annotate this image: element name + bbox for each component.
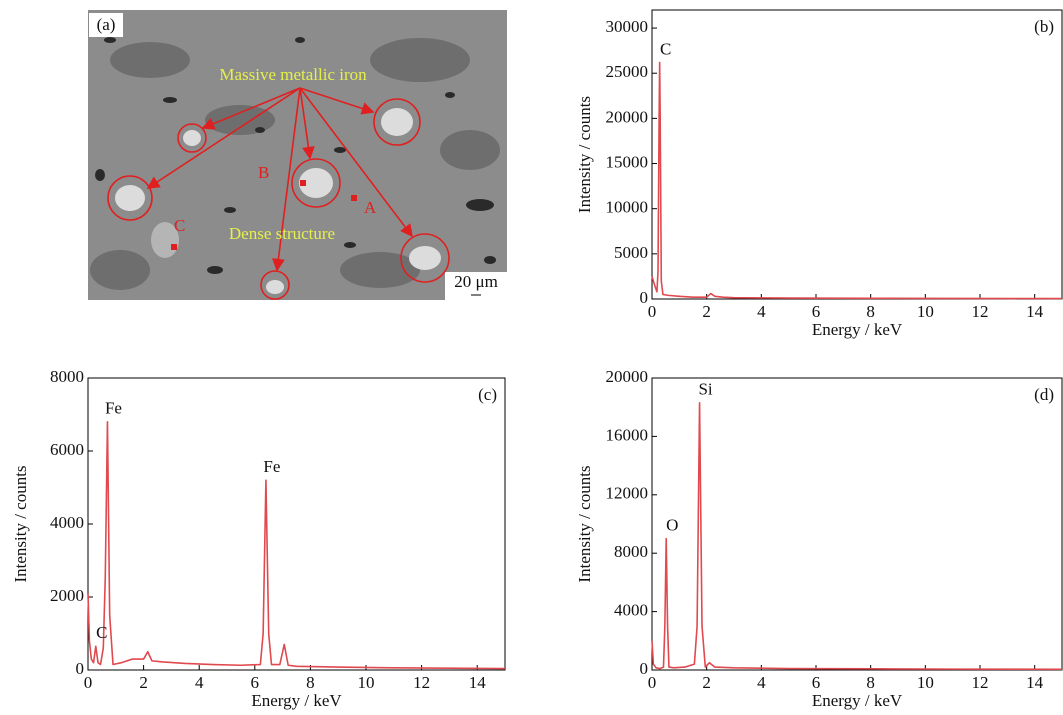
y-tick-label: 25000	[606, 62, 649, 81]
scale-bar-label: 20 μm	[454, 272, 498, 291]
chart: 0 4000 8000 12000 16000 20000 0 2 4 6 8 10 12 14 Energ…	[575, 367, 1063, 710]
peak-label: Fe	[105, 399, 122, 418]
spectrum-line	[651, 402, 1063, 671]
annotation: Massive metallic iron	[219, 65, 367, 84]
point-label: A	[364, 198, 377, 217]
point-label: C	[174, 216, 185, 235]
plot-frame	[651, 377, 1063, 671]
point-label: B	[258, 163, 269, 182]
x-tick-label: 6	[812, 673, 821, 692]
x-tick-label: 10	[917, 302, 934, 321]
spectrum-line	[651, 61, 1063, 300]
chart: 0 2000 4000 6000 8000 0 2 4 6 8 10 12 14 Energy / keV…	[11, 367, 506, 710]
sem-image: (a) Massive metallic iron Dense structur…	[88, 10, 507, 300]
x-tick-label: 6	[251, 673, 260, 692]
annotation: Dense structure	[229, 224, 335, 243]
peak-label: C	[96, 623, 107, 642]
panel-label: (b)	[1034, 17, 1054, 36]
y-tick-label: 8000	[614, 542, 648, 561]
y-tick-label: 4000	[614, 601, 648, 620]
x-tick-label: 4	[757, 302, 766, 321]
x-axis-label: Energy / keV	[812, 320, 903, 339]
x-tick-label: 2	[702, 302, 711, 321]
x-tick-label: 4	[195, 673, 204, 692]
x-tick-label: 0	[648, 302, 657, 321]
y-tick-label: 10000	[606, 198, 649, 217]
plot-frame	[651, 9, 1063, 300]
peak-label: C	[660, 39, 671, 58]
x-tick-label: 14	[1026, 673, 1044, 692]
x-tick-label: 12	[972, 673, 989, 692]
x-tick-label: 4	[757, 673, 766, 692]
y-axis-label: Intensity / counts	[575, 96, 594, 213]
y-tick-label: 16000	[606, 425, 649, 444]
x-tick-label: 10	[917, 673, 934, 692]
panel-label: (c)	[478, 385, 497, 404]
peak-label: O	[666, 516, 678, 535]
peak-label: Si	[698, 380, 712, 399]
x-tick-label: 14	[469, 673, 487, 692]
x-tick-label: 8	[866, 302, 875, 321]
y-axis-label: Intensity / counts	[575, 465, 594, 582]
y-tick-label: 15000	[606, 152, 649, 171]
panel-label: (a)	[97, 15, 116, 34]
x-tick-label: 2	[139, 673, 148, 692]
y-tick-label: 0	[640, 288, 649, 307]
y-tick-label: 30000	[606, 17, 649, 36]
y-tick-label: 12000	[606, 484, 649, 503]
x-tick-label: 12	[972, 302, 989, 321]
x-axis-label: Energy / keV	[812, 691, 903, 710]
y-axis-label: Intensity / counts	[11, 465, 30, 582]
peak-label: Fe	[263, 457, 280, 476]
x-tick-label: 14	[1026, 302, 1044, 321]
x-tick-label: 10	[358, 673, 375, 692]
y-tick-label: 2000	[50, 586, 84, 605]
chart: 0 5000 10000 15000 20000 25000 30000 0 2 4 6 8 10 12 1…	[575, 9, 1063, 339]
y-tick-label: 4000	[50, 513, 84, 532]
x-tick-label: 0	[84, 673, 93, 692]
y-tick-label: 0	[76, 659, 85, 678]
spectrum-line	[87, 421, 506, 670]
y-tick-label: 0	[640, 659, 649, 678]
y-tick-label: 8000	[50, 367, 84, 386]
x-tick-label: 2	[702, 673, 711, 692]
x-tick-label: 8	[866, 673, 875, 692]
plot-frame	[87, 377, 506, 671]
x-tick-label: 6	[812, 302, 821, 321]
x-tick-label: 12	[413, 673, 430, 692]
x-tick-label: 8	[306, 673, 315, 692]
panel-label: (d)	[1034, 385, 1054, 404]
y-tick-label: 5000	[614, 243, 648, 262]
y-tick-label: 6000	[50, 440, 84, 459]
y-tick-label: 20000	[606, 367, 649, 386]
x-axis-label: Energy / keV	[251, 691, 342, 710]
x-tick-label: 0	[648, 673, 657, 692]
y-tick-label: 20000	[606, 107, 649, 126]
